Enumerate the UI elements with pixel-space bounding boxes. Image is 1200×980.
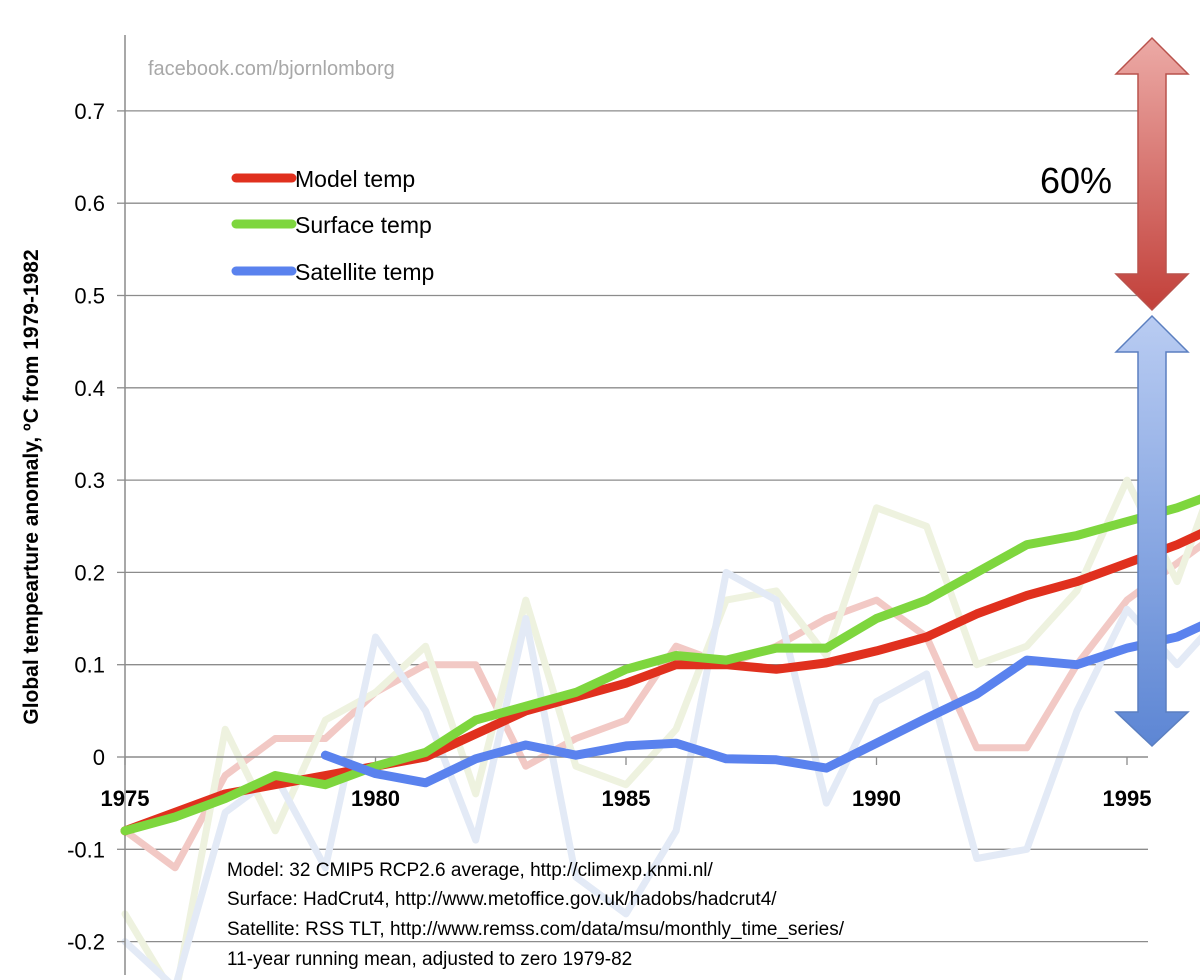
background-series-line <box>121 541 1200 872</box>
surface-temp-line <box>120 494 1200 836</box>
legend-label-surface: Surface temp <box>295 212 432 238</box>
y-tick-label: 0.4 <box>74 376 105 401</box>
x-tick-label: 1995 <box>1103 786 1152 811</box>
legend-label-model: Model temp <box>295 166 415 192</box>
legend-label-satellite: Satellite temp <box>295 259 434 285</box>
legend: Model temp Surface temp Satellite temp <box>231 166 434 285</box>
y-tick-label: 0.7 <box>74 99 105 124</box>
x-tick-label: 1990 <box>852 786 901 811</box>
y-tick-label: -0.1 <box>67 837 105 862</box>
y-tick-label: -0.2 <box>67 930 105 955</box>
gridlines <box>125 110 1148 943</box>
watermark: facebook.com/bjornlomborg <box>148 58 395 80</box>
model-temp-line <box>120 529 1200 836</box>
y-tick-label: 0.1 <box>74 653 105 678</box>
y-tick-label: 0.5 <box>74 284 105 309</box>
y-tick-label: 0.6 <box>74 191 105 216</box>
red-gap-arrow <box>1114 36 1190 312</box>
y-axis-label: Global tempearture anomaly, ºC from 1979… <box>20 249 43 724</box>
background-series-line <box>121 476 1200 980</box>
note-model: Model: 32 CMIP5 RCP2.6 average, http://c… <box>227 860 713 881</box>
y-tick-label: 0 <box>93 745 105 770</box>
note-satellite: Satellite: RSS TLT, http://www.remss.com… <box>227 919 845 940</box>
percent-annotation: 60% <box>1040 160 1112 201</box>
x-tick-label: 1980 <box>351 786 400 811</box>
blue-warming-arrow <box>1114 314 1190 748</box>
x-tick-label: 1975 <box>101 786 150 811</box>
axes: -0.2 -0.1 0 0.1 0.2 0.3 0.4 0.5 0.6 0.7 1975 1980 19… <box>67 35 1152 975</box>
satellite-temp-line <box>320 621 1200 788</box>
note-method: 11-year running mean, adjusted to zero 1… <box>227 949 632 970</box>
y-tick-label: 0.3 <box>74 468 105 493</box>
source-notes: Model: 32 CMIP5 RCP2.6 average, http://c… <box>227 860 845 970</box>
x-tick-label: 1985 <box>602 786 651 811</box>
y-tick-label: 0.2 <box>74 560 105 585</box>
running-mean-series <box>120 494 1200 836</box>
note-surface: Surface: HadCrut4, http://www.metoffice.… <box>227 889 777 910</box>
